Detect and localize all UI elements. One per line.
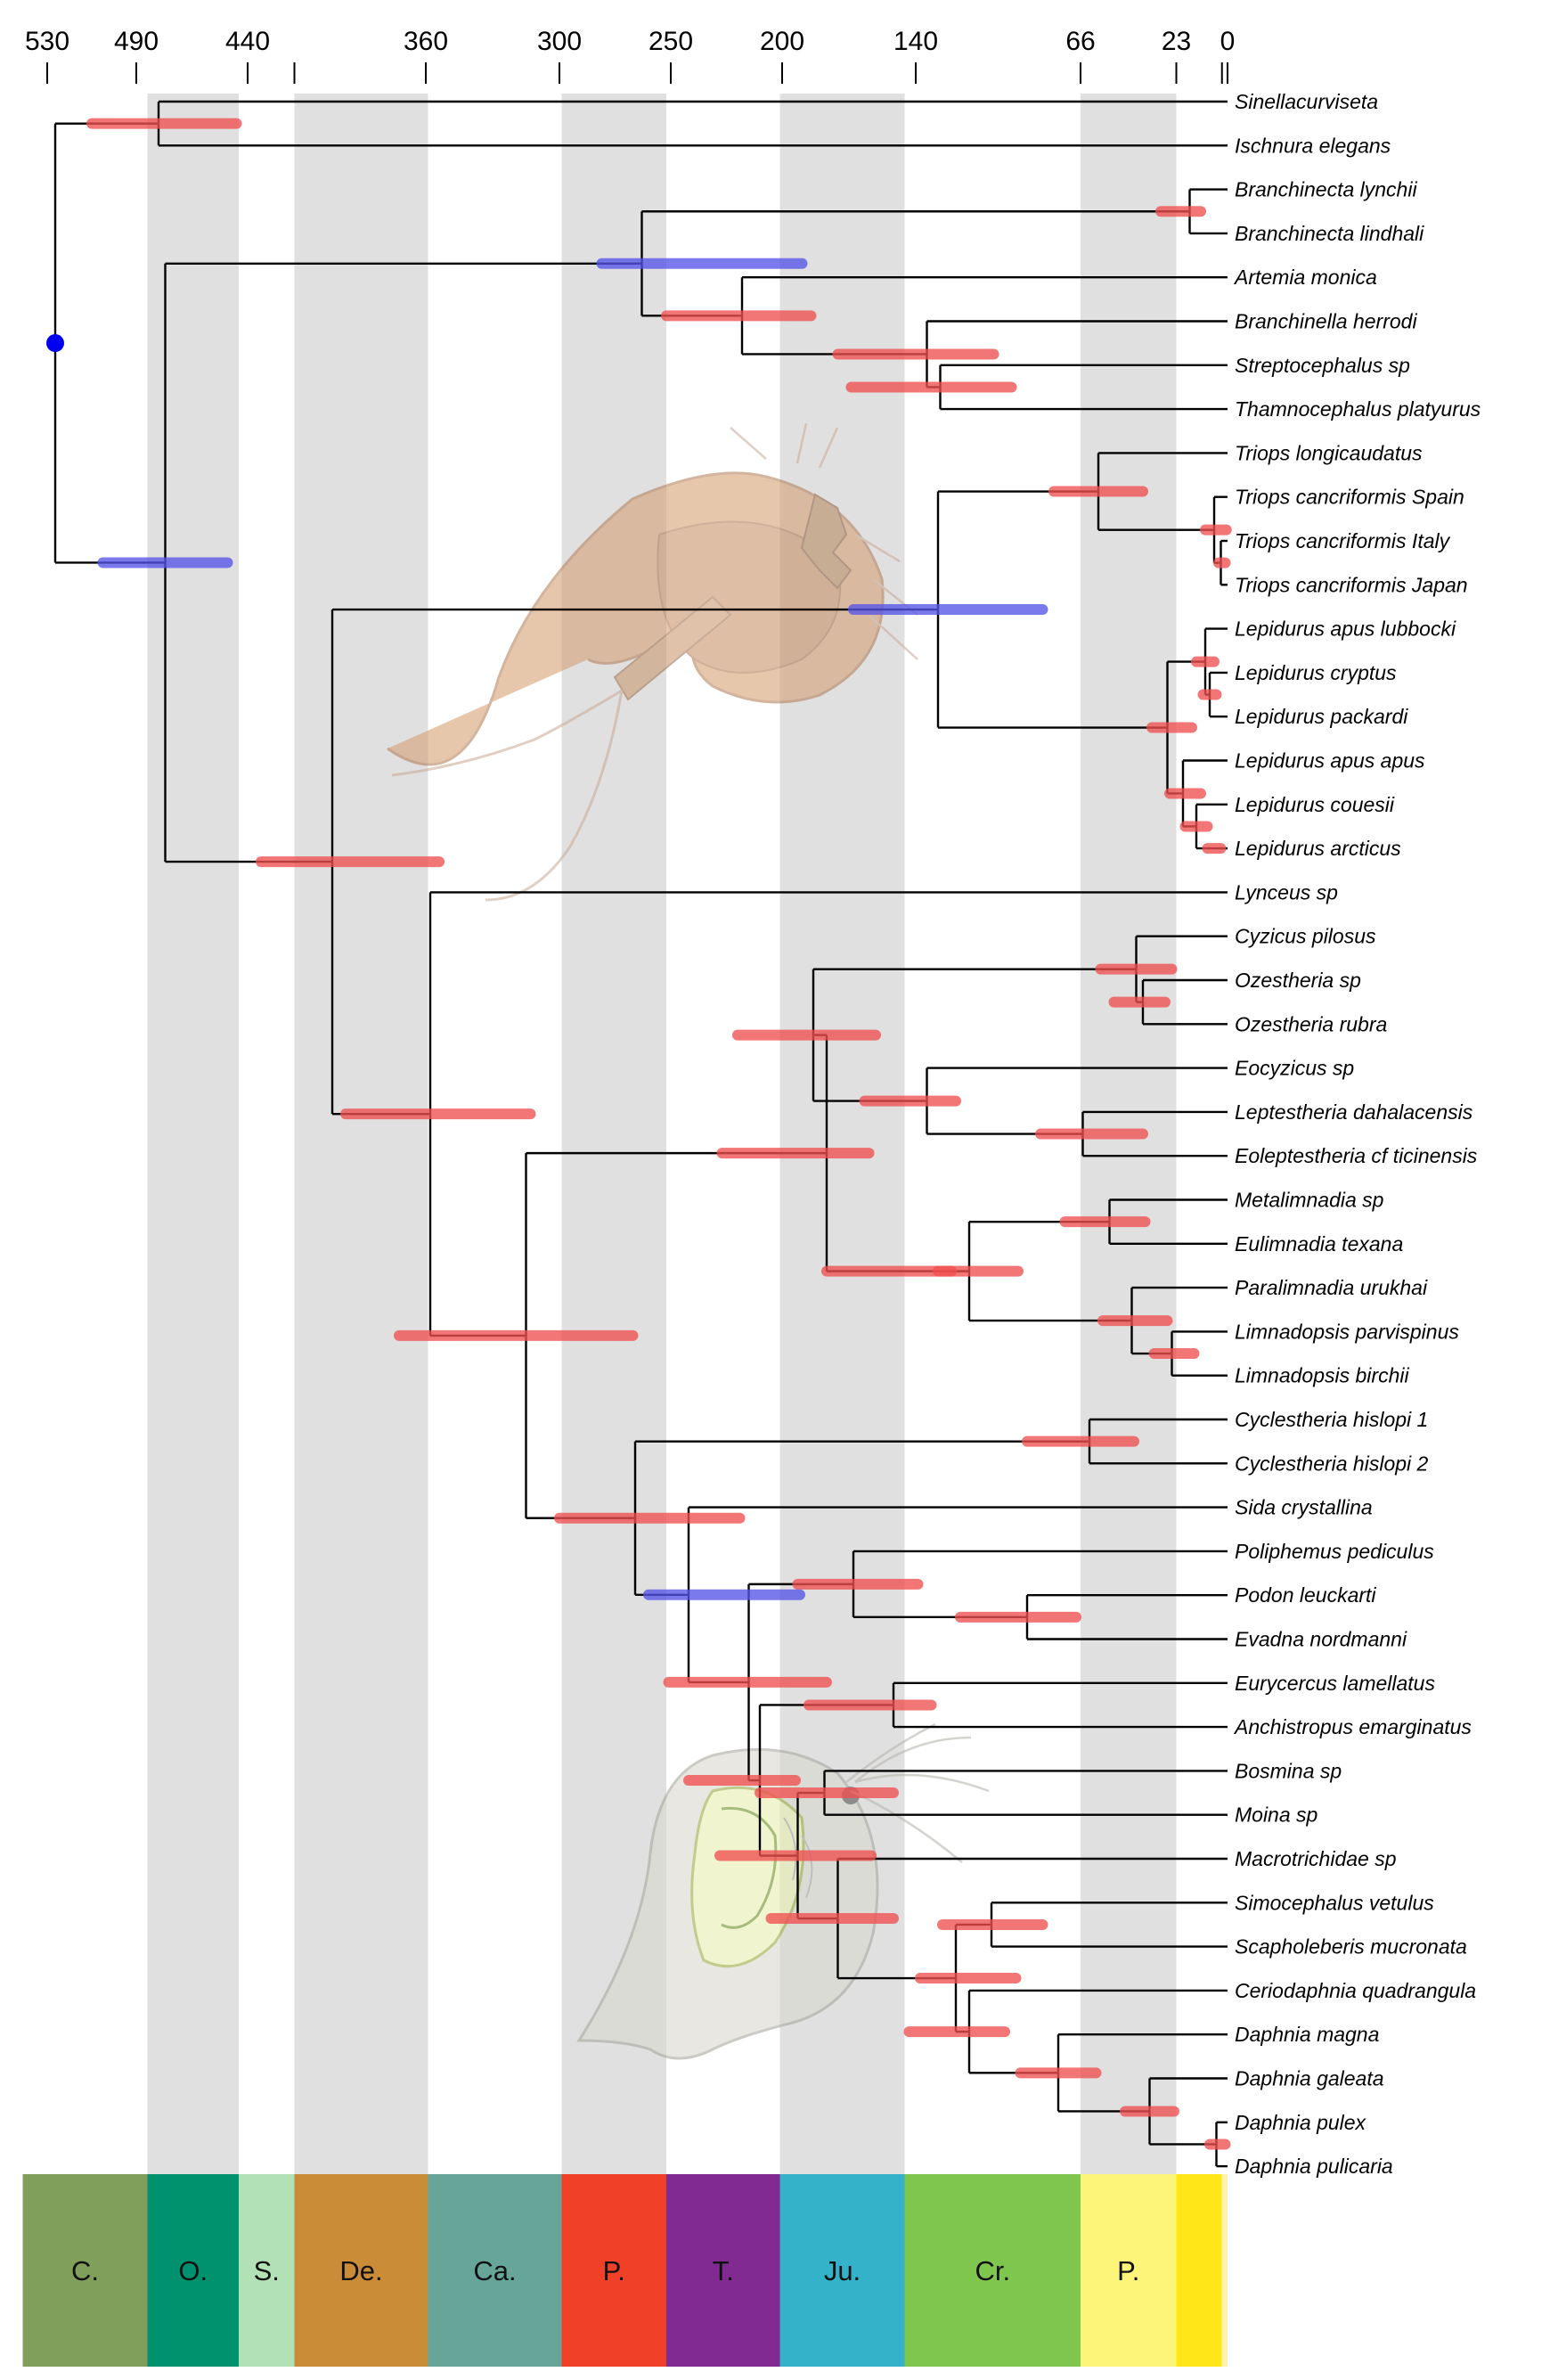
- taxon-label: Artemia monica: [1233, 266, 1377, 289]
- period-box-0: [22, 2174, 148, 2367]
- period-box-4: [428, 2174, 562, 2367]
- axis-tick-label: 200: [760, 27, 804, 56]
- taxon-label: Branchinella herrodi: [1235, 310, 1417, 333]
- taxon-label: Ischnura elegans: [1235, 134, 1391, 157]
- period-box-7: [779, 2174, 905, 2367]
- taxon-label: Leptestheria dahalacensis: [1235, 1100, 1473, 1124]
- period-label: S.: [254, 2255, 280, 2286]
- taxon-label: Sida crystallina: [1235, 1496, 1373, 1519]
- period-label: Ju.: [824, 2255, 861, 2286]
- time-axis: 530 490 440 360 300 250 200 140 66 23 0: [25, 27, 1235, 84]
- taxon-label: Cyclestheria hislopi 2: [1235, 1452, 1429, 1475]
- period-shade-3: [294, 94, 428, 2174]
- taxon-label: Scapholeberis mucronata: [1235, 1935, 1467, 1959]
- period-box-2: [239, 2174, 295, 2367]
- taxon-label: Daphnia galeata: [1235, 2067, 1384, 2090]
- taxon-label: Macrotrichidae sp: [1235, 1847, 1397, 1870]
- period-shade-5: [561, 94, 666, 2174]
- period-box-5: [561, 2174, 666, 2367]
- period-box-8: [904, 2174, 1081, 2367]
- taxon-label: Lepidurus couesii: [1235, 793, 1395, 816]
- axis-tick-label: 300: [537, 27, 582, 56]
- taxon-label: Thamnocephalus platyurus: [1235, 397, 1481, 421]
- period-label: P.: [603, 2255, 625, 2286]
- axis-tick-label: 490: [114, 27, 159, 56]
- period-label: C.: [71, 2255, 99, 2286]
- taxon-label: Limnadopsis birchii: [1235, 1364, 1409, 1387]
- taxon-label: Anchistropus emarginatus: [1233, 1715, 1472, 1738]
- period-box-1: [147, 2174, 239, 2367]
- taxon-label: Triops longicaudatus: [1235, 441, 1423, 464]
- taxon-label: Ozestheria sp: [1235, 969, 1361, 992]
- taxon-label: Eocyzicus sp: [1235, 1057, 1354, 1080]
- taxon-label: Cyclestheria hislopi 1: [1235, 1408, 1428, 1431]
- period-label: De.: [339, 2255, 382, 2286]
- axis-tick-label: 66: [1065, 27, 1095, 56]
- taxon-label: Daphnia pulicaria: [1235, 2155, 1393, 2178]
- axis-tick-label: 440: [225, 27, 270, 56]
- period-box-3: [294, 2174, 428, 2367]
- taxon-label: Simocephalus vetulus: [1235, 1891, 1434, 1914]
- taxon-label: Ozestheria rubra: [1235, 1012, 1387, 1035]
- taxon-label: Poliphemus pediculus: [1235, 1540, 1434, 1563]
- taxon-label: Triops cancriformis Italy: [1235, 529, 1451, 552]
- organism-illustrations: [387, 422, 990, 2060]
- taxon-label: Lepidurus apus lubbocki: [1235, 617, 1456, 641]
- axis-tick-label: 360: [404, 27, 448, 56]
- taxon-label: Cyzicus pilosus: [1235, 925, 1376, 948]
- axis-tick-label: 23: [1162, 27, 1191, 56]
- taxon-label: Lepidurus apus apus: [1235, 749, 1425, 773]
- taxon-label: Daphnia magna: [1235, 2023, 1379, 2046]
- taxon-label: Podon leuckarti: [1235, 1583, 1376, 1607]
- axis-tick-label: 530: [25, 27, 69, 56]
- taxon-label: Metalimnadia sp: [1235, 1189, 1384, 1212]
- taxon-label: Streptocephalus sp: [1235, 354, 1410, 377]
- taxon-label: Lepidurus arcticus: [1235, 837, 1401, 860]
- taxon-label: Eurycercus lamellatus: [1235, 1672, 1435, 1695]
- notostraca-illustration: [387, 422, 918, 902]
- taxon-label: Moina sp: [1235, 1803, 1318, 1827]
- period-label: O.: [178, 2255, 208, 2286]
- taxon-label: Triops cancriformis Japan: [1235, 573, 1468, 596]
- taxon-label: Sinellacurviseta: [1235, 90, 1378, 113]
- period-box-9: [1081, 2174, 1177, 2367]
- period-label: Cr.: [975, 2255, 1010, 2286]
- taxon-label: Lepidurus packardi: [1235, 705, 1408, 728]
- root-calibration-dot: [46, 334, 64, 353]
- taxon-label: Branchinecta lindhali: [1235, 222, 1424, 245]
- hpd-bars: [46, 118, 1232, 2150]
- taxon-label: Branchinecta lynchii: [1235, 178, 1417, 201]
- taxon-label: Evadna nordmanni: [1235, 1628, 1407, 1651]
- period-label: P.: [1117, 2255, 1139, 2286]
- taxon-label: Eoleptestheria cf ticinensis: [1235, 1144, 1478, 1167]
- taxon-label: Triops cancriformis Spain: [1235, 486, 1464, 509]
- taxon-label: Lepidurus cryptus: [1235, 661, 1397, 684]
- period-shade-1: [147, 94, 239, 2174]
- period-box-11: [1221, 2174, 1228, 2367]
- period-label: T.: [713, 2255, 734, 2286]
- period-box-6: [666, 2174, 780, 2367]
- axis-tick-label: 140: [893, 27, 938, 56]
- period-label: Ca.: [473, 2255, 516, 2286]
- taxon-labels: Sinellacurviseta Ischnura elegans Branchin…: [1233, 90, 1481, 2178]
- taxon-label: Limnadopsis parvispinus: [1235, 1320, 1459, 1343]
- taxon-label: Paralimnadia urukhai: [1235, 1276, 1428, 1299]
- geologic-timescale: C. O. S. De. Ca. P. T. Ju. Cr. P.: [22, 2174, 1228, 2367]
- taxon-label: Eulimnadia texana: [1235, 1232, 1403, 1255]
- taxon-label: Ceriodaphnia quadrangula: [1235, 1979, 1476, 2002]
- taxon-label: Daphnia pulex: [1235, 2111, 1367, 2134]
- axis-tick-label: 0: [1220, 27, 1236, 56]
- taxon-label: Bosmina sp: [1235, 1759, 1342, 1782]
- period-box-10: [1176, 2174, 1222, 2367]
- taxon-label: Lynceus sp: [1235, 880, 1338, 904]
- axis-tick-label: 250: [649, 27, 693, 56]
